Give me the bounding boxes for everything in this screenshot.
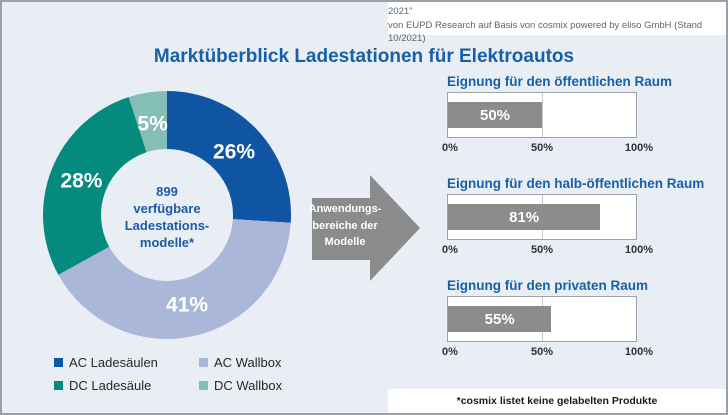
source-line-2: von EUPD Research auf Basis von cosmix p… [388, 19, 703, 45]
gridline-50 [542, 93, 543, 137]
bar: 55% [448, 306, 552, 332]
legend-item-dc-lades-ule: DC Ladesäule [54, 378, 199, 393]
bar-chart-title: Eignung für den halb-öffentlichen Raum [447, 176, 705, 191]
donut-center-line: Ladestations- [124, 217, 210, 233]
legend-swatch [54, 381, 63, 390]
donut-legend: AC Ladesäulen AC Wallbox DC Ladesäule DC Wa… [54, 355, 282, 393]
bar-plot-area: 55% [447, 296, 637, 342]
source-line-1: Quelle: "Marktmonitor Ladestationen für … [388, 2, 696, 17]
legend-label: AC Wallbox [214, 355, 282, 370]
donut-center-text: 899 verfügbare Ladestations- modelle* [97, 184, 237, 252]
arrow-label-line: Anwendungs- [308, 203, 382, 215]
legend-swatch [54, 358, 63, 367]
donut-value-label: 41% [166, 293, 208, 316]
x-axis-tick-label: 50% [530, 346, 554, 358]
x-axis-tick-label: 0% [442, 244, 458, 256]
arrow-label-line: bereiche der [312, 219, 378, 232]
legend-label: AC Ladesäulen [69, 355, 158, 370]
legend-item-dc-wallbox: DC Wallbox [199, 378, 282, 393]
bar-value-label: 55% [484, 310, 515, 328]
x-axis-tick-label: 50% [530, 244, 554, 256]
bar-plot-area: 81% [447, 194, 637, 240]
footnote-text: *cosmix listet keine gelabelten Produkte [456, 395, 658, 407]
bar-chart-eignung-f-r-den-halb-ffentlichen-raum: Eignung für den halb-öffentlichen Raum 81… [442, 176, 726, 258]
x-axis: 0% 50% 100% [442, 142, 653, 156]
bar: 81% [448, 204, 601, 230]
bar-chart-eignung-f-r-den-privaten-raum: Eignung für den privaten Raum 55% 0% 50% 100… [442, 278, 726, 360]
bar-chart-eignung-f-r-den-ffentlichen-raum: Eignung für den öffentlichen Raum 50% 0% 50… [442, 74, 726, 156]
legend-swatch [199, 381, 208, 390]
source-box: Quelle: "Marktmonitor Ladestationen für … [388, 2, 726, 44]
arrow-right-icon [312, 175, 420, 281]
x-axis-tick-label: 0% [442, 142, 458, 154]
donut-segment-ac-lades-ulen [167, 91, 291, 223]
donut-chart: 26% 41% 28% 5% [42, 91, 291, 339]
bar-value-label: 50% [479, 106, 511, 124]
donut-segment-dc-lades-ule [42, 97, 147, 275]
donut-center-line: 899 [156, 184, 178, 199]
x-axis-tick-label: 100% [624, 244, 653, 256]
legend-label: DC Wallbox [214, 378, 283, 393]
page-title: Marktüberblick Ladestationen für Elektro… [153, 46, 575, 67]
bar-plot-area: 50% [447, 92, 637, 138]
footnote-box: *cosmix listet keine gelabelten Produkte [388, 389, 726, 413]
suitability-charts: Eignung für den öffentlichen Raum 50% 0% 50… [442, 74, 726, 380]
bar: 50% [448, 102, 542, 128]
donut-segment-dc-wallbox [128, 91, 167, 153]
legend-label: DC Ladesäule [69, 378, 152, 393]
x-axis-tick-label: 50% [530, 142, 554, 154]
arrow-label-line: Modelle [324, 236, 366, 248]
x-axis: 0% 50% 100% [442, 244, 653, 258]
legend-swatch [199, 358, 208, 367]
donut-center-line: verfügbare [133, 200, 201, 216]
legend-item-ac-lades-ulen: AC Ladesäulen [54, 355, 199, 370]
legend-item-ac-wallbox: AC Wallbox [199, 355, 282, 370]
bar-value-label: 81% [509, 208, 540, 226]
x-axis-tick-label: 0% [442, 346, 458, 358]
x-axis-tick-label: 100% [624, 346, 653, 358]
donut-value-label: 26% [213, 141, 255, 164]
donut-value-label: 5% [137, 113, 168, 136]
donut-segment-ac-wallbox [58, 219, 291, 339]
x-axis-tick-label: 100% [624, 142, 653, 154]
bar-chart-title: Eignung für den öffentlichen Raum [447, 74, 672, 89]
x-axis: 0% 50% 100% [442, 346, 653, 360]
bar-chart-title: Eignung für den privaten Raum [447, 278, 649, 293]
arrow-label: Anwendungs- bereiche der Modelle [302, 201, 388, 251]
donut-value-label: 28% [60, 170, 102, 193]
donut-center-line: modelle* [139, 234, 195, 250]
